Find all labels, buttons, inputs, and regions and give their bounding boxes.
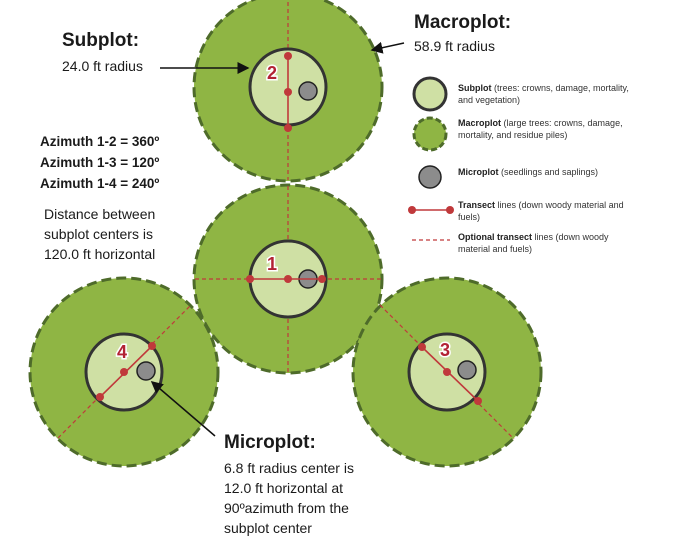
legend-microplot: Microplot (seedlings and saplings) <box>458 166 633 178</box>
legend-optional-transect: Optional transect lines (down woody mate… <box>458 231 633 255</box>
legend-microplot-desc: (seedlings and saplings) <box>498 167 599 177</box>
legend-transect: Transect lines (down woody material and … <box>458 199 633 223</box>
macroplot-title: Macroplot: <box>414 12 512 33</box>
transect-points <box>96 52 482 405</box>
azimuth-list: Azimuth 1-2 = 360º Azimuth 1-3 = 120º Az… <box>40 131 159 194</box>
microplot-desc-line-2: 12.0 ft horizontal at <box>224 480 344 496</box>
plot-number-1: 1 <box>267 254 277 274</box>
distance-line-2: subplot centers is <box>44 226 153 242</box>
distance-line-1: Distance between <box>44 206 156 222</box>
microplot-3 <box>457 360 477 380</box>
microplot-desc-line-3: 90ºazimuth from the <box>224 500 349 516</box>
microplot-4 <box>136 361 156 381</box>
azimuth-1-4: Azimuth 1-4 = 240º <box>40 176 160 191</box>
plot-number-4: 4 <box>117 342 127 362</box>
plot-number-3: 3 <box>440 340 450 360</box>
legend-subplot-desc: (trees: crowns, damage, mortality, and v… <box>458 83 629 105</box>
macroplot-icon <box>412 116 448 152</box>
legend-optional-transect-desc: lines (down woody material and fuels) <box>458 232 609 254</box>
microplot-arrow <box>150 381 216 437</box>
legend-subplot-label: Subplot <box>458 83 492 93</box>
legend-microplot-label: Microplot <box>458 167 499 177</box>
microplot-desc-line-4: subplot center <box>224 520 312 536</box>
macroplot-arrow <box>370 41 405 54</box>
macroplot-radius: 58.9 ft radius <box>414 38 495 54</box>
legend-subplot: Subplot (trees: crowns, damage, mortalit… <box>458 82 633 106</box>
subplot-title: Subplot: <box>62 30 140 51</box>
microplot-title: Microplot: <box>224 432 316 453</box>
callout-arrows <box>150 41 405 437</box>
legend-transect-desc: lines (down woody material and fuels) <box>458 200 624 222</box>
legend-transect-label: Transect <box>458 200 496 210</box>
legend-macroplot-label: Macroplot <box>458 118 502 128</box>
legend-macroplot-desc: (large trees: crowns, damage, mortality,… <box>458 118 623 140</box>
transect-icon <box>408 206 454 214</box>
plot-number-2: 2 <box>267 63 277 83</box>
subplot-radius: 24.0 ft radius <box>62 58 143 74</box>
plot-numbers: 2 1 4 3 <box>115 62 451 364</box>
legend-macroplot: Macroplot (large trees: crowns, damage, … <box>458 117 633 141</box>
microplot-icon <box>418 165 442 189</box>
microplot-description: 6.8 ft radius center is 12.0 ft horizont… <box>224 458 354 538</box>
legend-icons <box>408 76 454 241</box>
microplot-2 <box>298 81 318 101</box>
azimuth-1-3: Azimuth 1-3 = 120º <box>40 155 160 170</box>
microplot-desc-line-1: 6.8 ft radius center is <box>224 460 354 476</box>
azimuth-1-2: Azimuth 1-2 = 360º <box>40 134 160 149</box>
distance-line-3: 120.0 ft horizontal <box>44 246 156 262</box>
distance-note: Distance between subplot centers is 120.… <box>44 204 155 264</box>
legend-optional-transect-label: Optional transect <box>458 232 533 242</box>
subplot-icon <box>412 76 448 112</box>
